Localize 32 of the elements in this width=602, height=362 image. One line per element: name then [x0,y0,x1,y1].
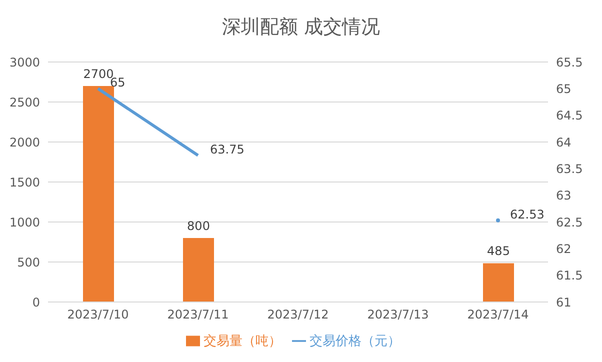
chart-title: 深圳配额 成交情况 [220,15,382,40]
y-tick-label: 3000 [9,55,40,70]
y2-tick-label: 61 [556,295,572,310]
y2-tick-label: 65 [556,82,572,96]
x-tick-label: 2023/7/14 [467,308,529,322]
y2-tick-label: 63 [556,188,572,203]
data-label: 62.53 [510,207,544,222]
y2-tick-label: 62.5 [556,215,583,230]
x-tick-label: 2023/7/12 [267,308,329,322]
y-tick-label: 500 [17,255,40,270]
y-tick-label: 1500 [9,175,40,190]
bar [483,263,514,302]
data-label: 800 [187,219,210,233]
y-tick-label: 1000 [9,215,40,230]
y-tick-label: 0 [32,295,40,310]
y2-tick-label: 64 [556,135,572,150]
bar [83,86,114,302]
legend-label: 交易价格（元） [310,334,400,349]
y-tick-label: 2000 [9,135,40,150]
x-tick-label: 2023/7/11 [167,308,229,322]
y2-tick-label: 61.5 [556,268,583,283]
y2-tick-label: 63.5 [556,162,583,176]
x-tick-label: 2023/7/10 [67,308,129,322]
y2-tick-label: 62 [556,242,572,256]
legend-label: 交易量（吨） [204,334,282,349]
x-tick-label: 2023/7/13 [367,308,429,322]
y2-tick-label: 65.5 [556,55,583,70]
data-label: 63.75 [210,142,244,156]
data-label: 485 [487,244,510,258]
y2-tick-label: 64.5 [556,108,583,123]
y-tick-label: 2500 [9,95,40,110]
bar [183,238,214,302]
